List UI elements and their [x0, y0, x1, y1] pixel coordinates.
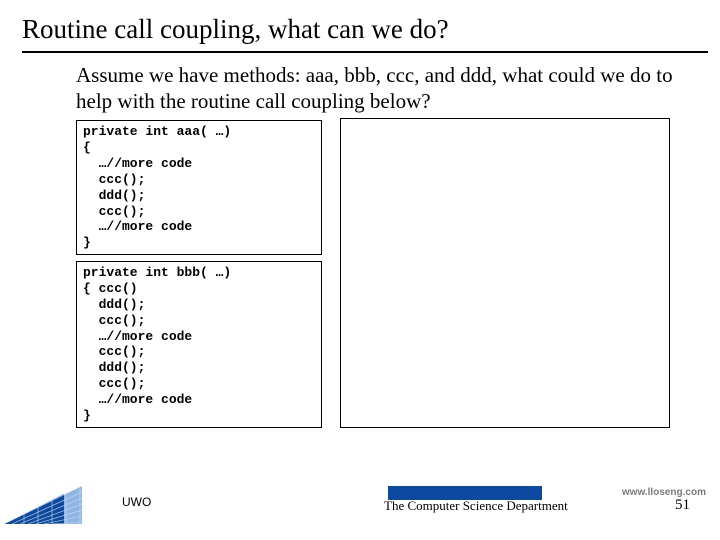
- intro-paragraph: Assume we have methods: aaa, bbb, ccc, a…: [76, 63, 704, 114]
- title-rule: [22, 51, 708, 53]
- footer: UWO The Computer Science Department 51: [0, 474, 720, 530]
- page-number: 51: [675, 497, 690, 514]
- code-block-bbb: private int bbb( …) { ccc() ddd(); ccc()…: [76, 261, 322, 428]
- corner-logo-icon: [4, 480, 82, 524]
- code-block-aaa: private int aaa( …) { …//more code ccc()…: [76, 120, 322, 255]
- slide-page: Routine call coupling, what can we do? A…: [0, 0, 720, 540]
- footer-department: The Computer Science Department: [384, 498, 568, 514]
- answer-placeholder-box: [340, 118, 670, 428]
- page-title: Routine call coupling, what can we do?: [22, 14, 708, 45]
- footer-uwo: UWO: [122, 495, 151, 509]
